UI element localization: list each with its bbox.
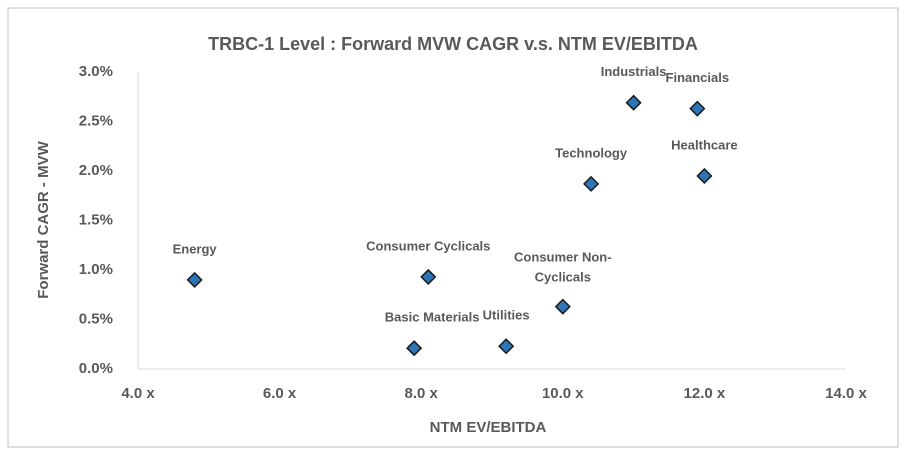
point — [625, 94, 642, 111]
point — [420, 268, 437, 285]
point — [689, 100, 706, 117]
point-label: Financials — [666, 70, 730, 85]
point — [554, 298, 571, 315]
chart-border — [7, 7, 899, 448]
point-label: Healthcare — [671, 137, 737, 152]
x-tick-label: 6.0 x — [263, 385, 297, 402]
point-label: Technology — [555, 145, 628, 160]
point-label: Energy — [173, 241, 218, 256]
y-tick-label: 0.0% — [79, 360, 113, 377]
point — [498, 338, 515, 355]
point-label: Basic Materials — [385, 310, 480, 325]
point-label: Consumer Non-Cyclicals — [514, 250, 612, 285]
point — [583, 175, 600, 192]
y-tick-label: 1.5% — [79, 211, 113, 228]
x-tick-label: 4.0 x — [121, 385, 155, 402]
y-tick-label: 2.5% — [79, 112, 113, 129]
point-label: Consumer Cyclicals — [366, 238, 490, 253]
y-tick-label: 1.0% — [79, 261, 113, 278]
x-tick-label: 8.0 x — [405, 385, 439, 402]
x-axis-label: NTM EV/EBITDA — [430, 419, 547, 436]
x-tick-label: 10.0 x — [542, 385, 584, 402]
point — [406, 340, 423, 357]
point-label: Industrials — [601, 64, 667, 79]
y-tick-label: 0.5% — [79, 310, 113, 327]
point — [696, 167, 713, 185]
y-tick-label: 2.0% — [79, 162, 113, 179]
x-tick-label: 14.0 x — [825, 385, 867, 402]
point-label: Utilities — [483, 308, 530, 323]
y-tick-label: 3.0% — [79, 63, 113, 80]
point — [186, 271, 203, 288]
x-tick-label: 12.0 x — [684, 385, 726, 402]
chart-title: TRBC-1 Level : Forward MVW CAGR v.s. NTM… — [208, 34, 698, 54]
y-axis-label: Forward CAGR - MVW — [35, 140, 52, 298]
